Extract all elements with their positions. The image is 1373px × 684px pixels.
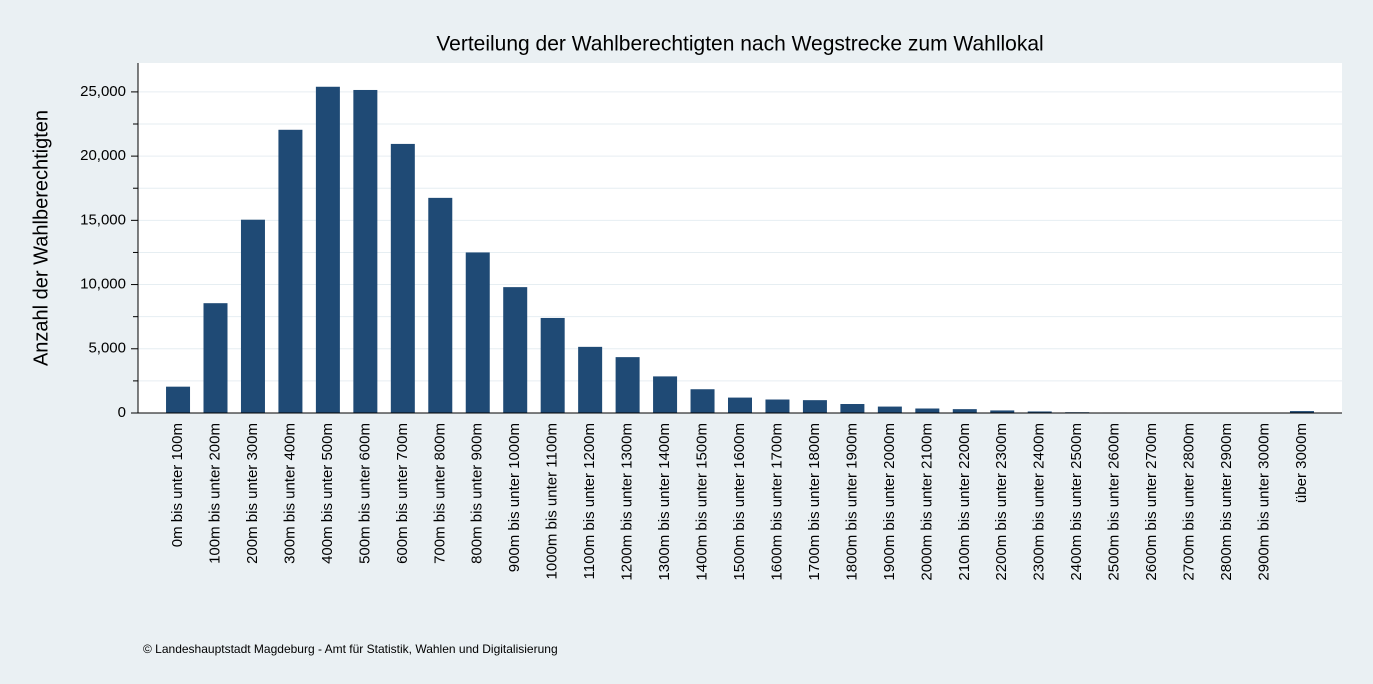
bar [1289,411,1314,413]
y-tick-label: 25,000 [80,83,126,100]
bar [877,406,902,413]
y-tick-label: 20,000 [80,147,126,164]
bar [278,129,303,413]
x-tick-label: 1800m bis unter 1900m [843,423,860,581]
x-tick-label: 600m bis unter 700m [394,423,411,564]
footnote: © Landeshauptstadt Magdeburg - Amt für S… [143,642,558,656]
x-tick-label: 1400m bis unter 1500m [694,423,711,581]
x-tick-label: 200m bis unter 300m [244,423,261,564]
x-tick-label: 1000m bis unter 1100m [544,423,561,579]
bar [315,86,340,413]
x-tick-label: 1900m bis unter 2000m [881,423,898,581]
y-tick-label: 0 [118,404,126,421]
y-tick-label: 15,000 [80,211,126,228]
x-tick-label: 700m bis unter 800m [431,423,448,564]
x-tick-label: 2800m bis unter 2900m [1218,423,1235,581]
bar [203,303,228,413]
x-tick-label: 400m bis unter 500m [319,423,336,564]
x-tick-label: 2700m bis unter 2800m [1181,423,1198,581]
x-tick-label: 500m bis unter 600m [356,423,373,564]
bar [1027,411,1052,413]
x-tick-label: 800m bis unter 900m [469,423,486,564]
x-tick-label: 2100m bis unter 2200m [956,423,973,581]
x-tick-label: 1300m bis unter 1400m [656,423,673,581]
bar [240,219,265,413]
bar [765,399,790,413]
bar [690,389,715,413]
x-tick-label: 300m bis unter 400m [281,423,298,564]
bar [540,317,565,413]
bar [653,376,678,413]
y-tick-label: 5,000 [88,340,126,357]
bar [353,89,378,414]
x-tick-label: 2400m bis unter 2500m [1068,423,1085,581]
bar [915,408,940,413]
x-tick-label: über 3000m [1293,423,1310,503]
x-tick-label: 2600m bis unter 2700m [1143,423,1160,581]
x-tick-label: 1600m bis unter 1700m [768,423,785,581]
x-tick-label: 2200m bis unter 2300m [993,423,1010,581]
bar [428,197,453,413]
bar [166,386,191,413]
x-tick-label: 2300m bis unter 2400m [1031,423,1048,581]
x-tick-label: 1500m bis unter 1600m [731,423,748,581]
x-tick-label: 2000m bis unter 2100m [918,423,935,581]
chart-title: Verteilung der Wahlberechtigten nach Weg… [436,33,1043,56]
bar [465,252,490,413]
x-tick-label: 2500m bis unter 2600m [1106,423,1123,581]
bar [390,143,415,414]
x-tick-label: 900m bis unter 1000m [506,423,523,572]
x-tick-label: 0m bis unter 100m [169,423,186,547]
bar [990,410,1015,413]
bar [952,409,977,413]
y-tick-label: 10,000 [80,276,126,293]
x-tick-label: 100m bis unter 200m [206,423,223,564]
x-tick-label: 1200m bis unter 1300m [619,423,636,581]
bar [728,397,752,413]
bar [615,357,640,413]
bar [503,287,528,413]
bar [840,404,865,413]
x-tick-label: 1700m bis unter 1800m [806,423,823,581]
bar [578,346,603,413]
x-tick-label: 2900m bis unter 3000m [1255,423,1272,581]
y-axis-label: Anzahl der Wahlberechtigten [30,110,52,366]
x-tick-label: 1100m bis unter 1200m [581,423,598,579]
bar [802,400,827,413]
